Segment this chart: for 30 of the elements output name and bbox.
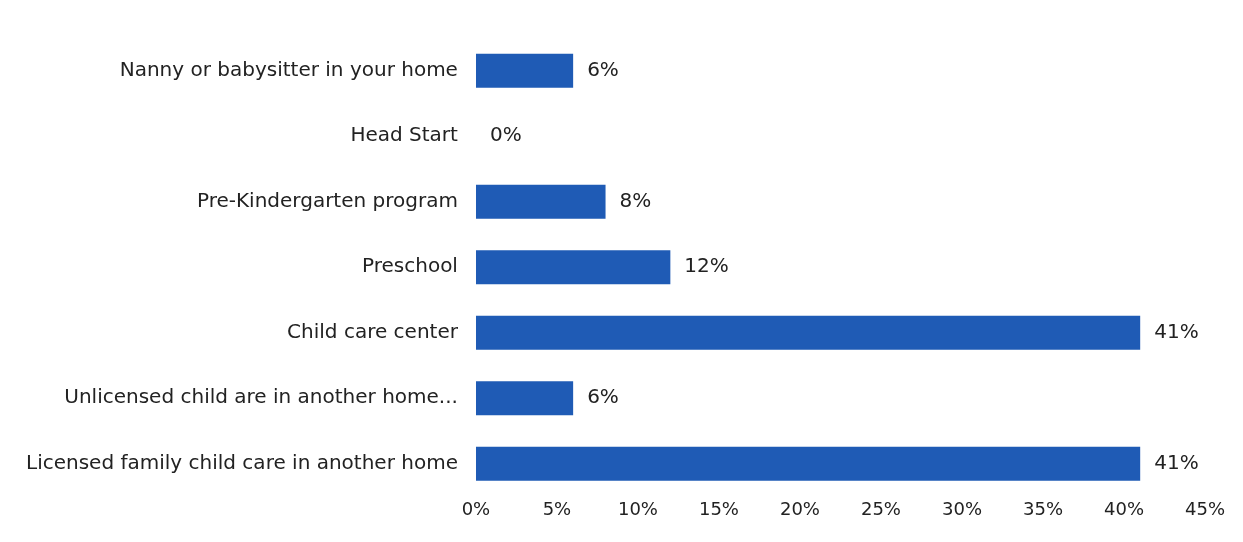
bar	[475, 184, 606, 219]
x-tick-label: 0%	[461, 497, 491, 519]
x-tick-label: 20%	[779, 497, 820, 519]
bar	[475, 381, 574, 416]
x-tick-label: 40%	[1103, 497, 1144, 519]
bar	[475, 446, 1141, 481]
y-tick-label: Head Start	[350, 122, 459, 147]
x-tick-label: 30%	[941, 497, 982, 519]
bar	[475, 250, 671, 285]
bar	[475, 315, 1141, 350]
x-tick-label: 10%	[617, 497, 658, 519]
x-tick-label: 5%	[542, 497, 572, 519]
x-tick-label: 25%	[860, 497, 901, 519]
y-tick-label: Licensed family child care in another home	[26, 449, 458, 474]
data-label: 0%	[489, 122, 522, 147]
data-label: 12%	[684, 253, 729, 278]
y-tick-label: Child care center	[287, 318, 459, 343]
data-label: 8%	[619, 187, 652, 212]
x-tick-label: 45%	[1184, 497, 1226, 519]
data-label: 6%	[587, 56, 619, 81]
x-tick-label: 15%	[698, 497, 739, 519]
y-tick-label: Preschool	[362, 253, 458, 278]
data-label: 41%	[1154, 449, 1199, 474]
y-tick-label: Unlicensed child are in another home...	[64, 384, 458, 409]
data-label: 6%	[587, 384, 619, 409]
bar	[475, 53, 574, 88]
data-label: 41%	[1154, 318, 1199, 343]
y-tick-label: Pre-Kindergarten program	[196, 187, 458, 212]
x-tick-label: 35%	[1022, 497, 1063, 519]
y-tick-label: Nanny or babysitter in your home	[119, 56, 458, 81]
